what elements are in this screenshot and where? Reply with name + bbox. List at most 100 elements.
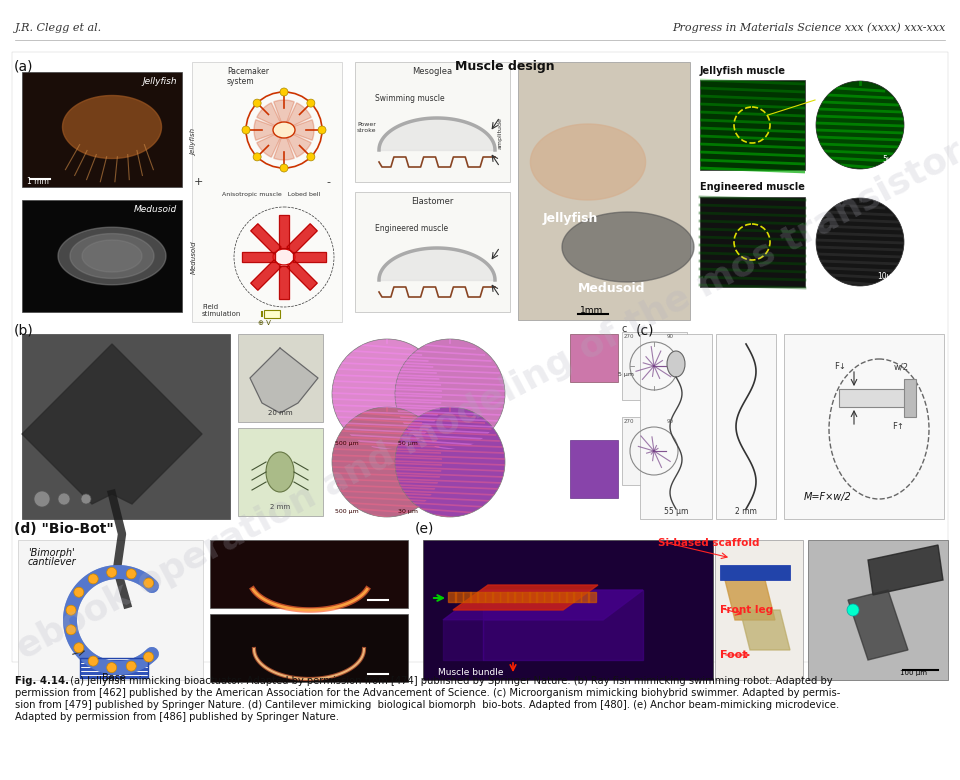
Text: ⊕ V: ⊕ V xyxy=(258,320,271,326)
FancyBboxPatch shape xyxy=(80,676,148,679)
FancyBboxPatch shape xyxy=(264,310,280,318)
Ellipse shape xyxy=(266,452,294,492)
Polygon shape xyxy=(279,215,289,248)
FancyBboxPatch shape xyxy=(80,672,148,675)
FancyBboxPatch shape xyxy=(839,389,909,407)
Ellipse shape xyxy=(667,351,685,377)
Polygon shape xyxy=(279,266,289,299)
Text: 1mm: 1mm xyxy=(580,306,603,315)
Polygon shape xyxy=(515,592,522,602)
Text: F↓: F↓ xyxy=(834,362,846,371)
FancyBboxPatch shape xyxy=(22,334,230,519)
Polygon shape xyxy=(588,592,596,602)
Polygon shape xyxy=(868,545,943,595)
Text: (b): (b) xyxy=(14,324,34,338)
Polygon shape xyxy=(242,252,275,262)
Polygon shape xyxy=(740,610,790,650)
FancyBboxPatch shape xyxy=(22,72,182,187)
Text: 270: 270 xyxy=(624,419,635,424)
FancyBboxPatch shape xyxy=(80,668,148,671)
FancyBboxPatch shape xyxy=(700,80,805,170)
FancyBboxPatch shape xyxy=(622,332,687,400)
Text: amplitude: amplitude xyxy=(498,117,503,149)
Polygon shape xyxy=(70,233,154,278)
Text: 5 μm: 5 μm xyxy=(618,372,634,377)
Polygon shape xyxy=(529,592,537,602)
Text: Base: Base xyxy=(102,673,126,683)
Text: F↑: F↑ xyxy=(892,422,904,431)
FancyBboxPatch shape xyxy=(716,334,776,519)
Ellipse shape xyxy=(273,249,295,265)
Polygon shape xyxy=(543,592,552,602)
Text: 1 mm: 1 mm xyxy=(27,177,49,186)
Polygon shape xyxy=(492,592,500,602)
Polygon shape xyxy=(274,100,295,130)
Circle shape xyxy=(253,99,261,107)
Circle shape xyxy=(307,99,315,107)
Polygon shape xyxy=(483,590,643,660)
Polygon shape xyxy=(284,103,311,130)
Polygon shape xyxy=(499,592,508,602)
Text: -: - xyxy=(326,177,330,187)
Polygon shape xyxy=(62,95,161,158)
Text: Power
stroke: Power stroke xyxy=(357,122,376,133)
Circle shape xyxy=(332,407,442,517)
Circle shape xyxy=(127,569,136,579)
Polygon shape xyxy=(455,592,464,602)
Text: 90: 90 xyxy=(667,419,674,424)
Text: 50 μm: 50 μm xyxy=(398,441,418,446)
Text: 'Bimorph': 'Bimorph' xyxy=(28,548,75,558)
Text: Si-based scaffold: Si-based scaffold xyxy=(658,538,759,548)
FancyBboxPatch shape xyxy=(355,62,510,182)
Text: Field
stimulation: Field stimulation xyxy=(202,304,241,317)
Polygon shape xyxy=(470,592,478,602)
Text: Fig. 4.14.: Fig. 4.14. xyxy=(15,676,69,686)
Text: 2 mm: 2 mm xyxy=(735,507,756,516)
Text: 10μm: 10μm xyxy=(877,272,899,281)
Text: Adapted by permission from [486] published by Springer Nature.: Adapted by permission from [486] publish… xyxy=(15,712,339,722)
Text: 270: 270 xyxy=(624,334,635,339)
Circle shape xyxy=(253,153,261,161)
Polygon shape xyxy=(551,592,559,602)
Polygon shape xyxy=(485,592,492,602)
Text: Jellyfish: Jellyfish xyxy=(191,129,197,155)
Circle shape xyxy=(280,88,288,96)
Polygon shape xyxy=(250,348,318,413)
Text: Engineered muscle: Engineered muscle xyxy=(375,224,448,233)
Polygon shape xyxy=(463,592,470,602)
Circle shape xyxy=(34,491,50,507)
FancyBboxPatch shape xyxy=(12,52,948,662)
Circle shape xyxy=(307,153,315,161)
Text: w/2: w/2 xyxy=(894,362,909,371)
Text: +: + xyxy=(194,177,204,187)
Polygon shape xyxy=(256,103,284,130)
Circle shape xyxy=(332,339,442,449)
FancyBboxPatch shape xyxy=(570,334,618,382)
FancyBboxPatch shape xyxy=(640,334,712,519)
Polygon shape xyxy=(293,252,326,262)
Text: 20 mm: 20 mm xyxy=(268,410,292,416)
Text: sion from [479] published by Springer Nature. (d) Cantilever mimicking  biologic: sion from [479] published by Springer Na… xyxy=(15,700,839,710)
Text: (a): (a) xyxy=(14,60,34,74)
Polygon shape xyxy=(251,224,281,254)
Circle shape xyxy=(74,587,84,597)
Circle shape xyxy=(58,493,70,505)
FancyBboxPatch shape xyxy=(720,565,790,580)
FancyBboxPatch shape xyxy=(80,660,148,663)
Circle shape xyxy=(847,604,859,616)
Text: Anisotropic muscle   Lobed bell: Anisotropic muscle Lobed bell xyxy=(222,192,321,197)
Text: Jellyfish muscle: Jellyfish muscle xyxy=(700,66,786,76)
Polygon shape xyxy=(82,240,142,272)
Polygon shape xyxy=(58,227,166,285)
Text: permission from [462] published by the American Association for the Advancement : permission from [462] published by the A… xyxy=(15,688,840,698)
Polygon shape xyxy=(848,590,908,660)
Polygon shape xyxy=(448,592,456,602)
Polygon shape xyxy=(573,592,581,602)
Polygon shape xyxy=(251,260,281,290)
FancyBboxPatch shape xyxy=(700,197,805,287)
FancyBboxPatch shape xyxy=(22,200,182,312)
FancyBboxPatch shape xyxy=(355,192,510,312)
Circle shape xyxy=(280,164,288,172)
FancyBboxPatch shape xyxy=(238,428,323,516)
Polygon shape xyxy=(453,585,598,610)
